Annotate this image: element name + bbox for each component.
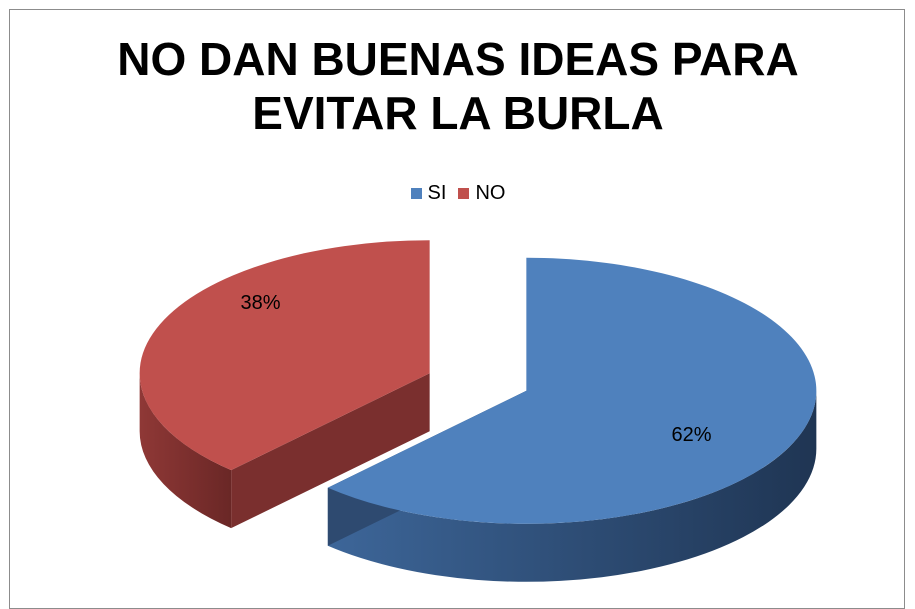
data-label-si: 62% — [672, 424, 712, 446]
legend-swatch-si — [410, 188, 422, 199]
chart-legend: SI NO — [10, 182, 906, 205]
legend-swatch-no — [458, 188, 470, 199]
legend-item-si: SI — [410, 182, 447, 205]
legend-label-si: SI — [427, 182, 447, 204]
legend-label-no: NO — [475, 182, 506, 204]
chart-title: NO DAN BUENAS IDEAS PARA EVITAR LA BURLA — [10, 32, 906, 140]
pie-slice-si — [327, 257, 817, 524]
chart-title-line-1: NO DAN BUENAS IDEAS PARA — [117, 33, 799, 85]
pie-cut-no-0 — [231, 373, 430, 529]
pie-side-si — [327, 390, 817, 582]
legend-item-no: NO — [458, 182, 505, 205]
data-label-no: 38% — [240, 292, 280, 314]
pie-slice-no — [139, 240, 430, 471]
pie-side-no — [139, 373, 232, 529]
chart-title-line-2: EVITAR LA BURLA — [252, 87, 664, 139]
